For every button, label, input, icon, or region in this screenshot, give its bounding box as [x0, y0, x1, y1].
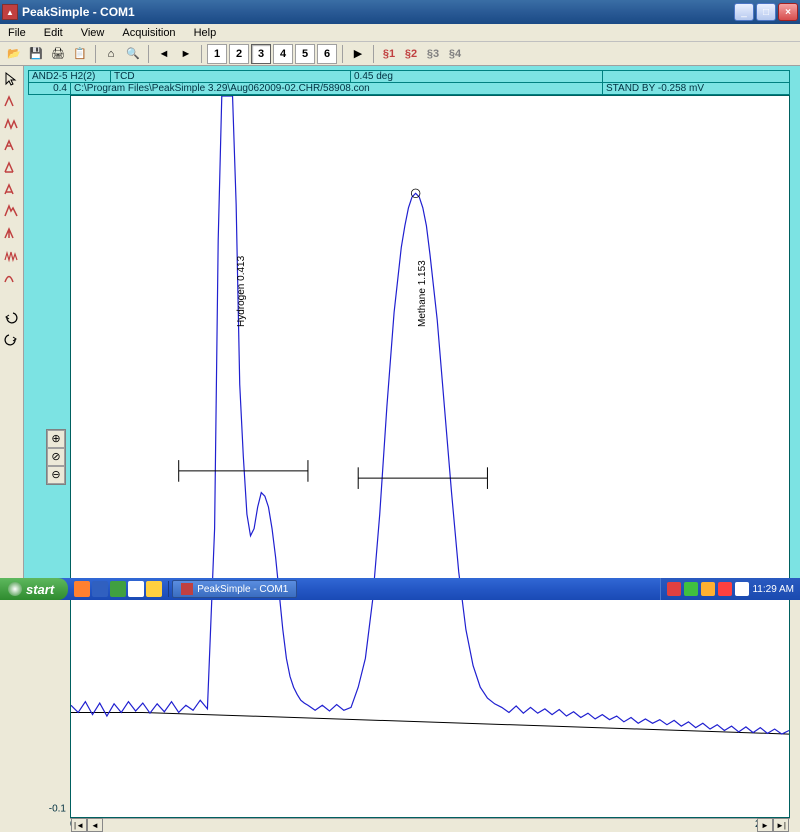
main-area: AND2-5 H2(2) TCD 0.45 deg 0.4 C:\Program…	[0, 66, 800, 578]
task-app-icon	[181, 583, 193, 595]
channel-6-button[interactable]: 6	[317, 44, 337, 64]
toolbar-separator	[201, 45, 202, 63]
ql-icon-2[interactable]	[92, 581, 108, 597]
channel-2-button[interactable]: 2	[229, 44, 249, 64]
window-buttons: _ □ ×	[734, 3, 798, 21]
minimize-button[interactable]: _	[734, 3, 754, 21]
ql-icon-5[interactable]	[146, 581, 162, 597]
path-label: C:\Program Files\PeakSimple 3.29\Aug0620…	[70, 82, 602, 95]
peak-tool-2-icon[interactable]	[0, 112, 22, 134]
zoom-icon[interactable]: 🔍	[123, 44, 143, 64]
clock-label: 11:29 AM	[752, 584, 794, 595]
zoom-reset-icon[interactable]: ⊘	[47, 448, 65, 466]
toolbar-separator	[148, 45, 149, 63]
undo-icon[interactable]	[0, 306, 22, 328]
windows-logo-icon	[8, 582, 22, 596]
maximize-button[interactable]: □	[756, 3, 776, 21]
toolbar-separator	[373, 45, 374, 63]
app-icon: ▲	[2, 4, 18, 20]
peak-tool-7-icon[interactable]	[0, 222, 22, 244]
menu-file[interactable]: File	[4, 26, 30, 40]
cursor-tool-icon[interactable]	[0, 68, 22, 90]
close-button[interactable]: ×	[778, 3, 798, 21]
channel-3-button[interactable]: 3	[251, 44, 271, 64]
scroll-right-icon[interactable]: ►	[757, 818, 773, 832]
zoom-out-icon[interactable]: ⊖	[47, 466, 65, 484]
tray-icon-4[interactable]	[718, 582, 732, 596]
open-icon[interactable]: 📂	[4, 44, 24, 64]
y-axis: -0.1 ⊕ ⊘ ⊖	[28, 95, 70, 818]
peak-label-methane: Methane 1.153	[417, 260, 428, 327]
peak-label-hydrogen: Hydrogen 0.413	[236, 256, 247, 327]
quick-launch	[68, 581, 169, 597]
toolbar: 📂 💾 🖨 📋 ⌂ 🔍 ◄ ► 1 2 3 4 5 6 ▶ §1 §2 §3 §…	[0, 42, 800, 66]
scroll-left-icon[interactable]: ◄	[87, 818, 103, 832]
toolbar-separator	[342, 45, 343, 63]
window-titlebar: ▲ PeakSimple - COM1 _ □ ×	[0, 0, 800, 24]
menu-edit[interactable]: Edit	[40, 26, 67, 40]
side-toolbar	[0, 66, 24, 578]
x-scrollbar[interactable]: |◄ ◄ ► ►|	[70, 818, 790, 819]
zoom-in-icon[interactable]: ⊕	[47, 430, 65, 448]
status-label: STAND BY -0.258 mV	[602, 82, 790, 95]
task-app-label: PeakSimple - COM1	[197, 584, 288, 595]
scroll-left-start-icon[interactable]: |◄	[71, 818, 87, 832]
ymax-cell: 0.4	[28, 82, 70, 95]
ql-icon-4[interactable]	[128, 581, 144, 597]
info-row-2: 0.4 C:\Program Files\PeakSimple 3.29\Aug…	[28, 82, 790, 95]
prev-icon[interactable]: ◄	[154, 44, 174, 64]
print-icon[interactable]: 🖨	[48, 44, 68, 64]
start-button[interactable]: start	[0, 578, 68, 600]
tray-icon-3[interactable]	[701, 582, 715, 596]
ql-icon-1[interactable]	[74, 581, 90, 597]
channel-4-button[interactable]: 4	[273, 44, 293, 64]
tray-icon-2[interactable]	[684, 582, 698, 596]
overlay-1-button[interactable]: §1	[379, 44, 399, 64]
peak-tool-4-icon[interactable]	[0, 156, 22, 178]
taskbar: start PeakSimple - COM1 11:29 AM	[0, 578, 800, 600]
ql-icon-3[interactable]	[110, 581, 126, 597]
ymin-label: -0.1	[49, 804, 66, 815]
taskbar-app-button[interactable]: PeakSimple - COM1	[172, 580, 297, 598]
zoom-controls: ⊕ ⊘ ⊖	[46, 429, 66, 485]
chart-panel: AND2-5 H2(2) TCD 0.45 deg 0.4 C:\Program…	[24, 66, 800, 578]
overlay-2-button[interactable]: §2	[401, 44, 421, 64]
plot-area[interactable]: Hydrogen 0.413 Methane 1.153	[70, 95, 790, 818]
home-icon[interactable]: ⌂	[101, 44, 121, 64]
channel-5-button[interactable]: 5	[295, 44, 315, 64]
next-icon[interactable]: ►	[176, 44, 196, 64]
start-label: start	[26, 582, 54, 597]
toolbar-separator	[95, 45, 96, 63]
peak-tool-6-icon[interactable]	[0, 200, 22, 222]
menu-view[interactable]: View	[77, 26, 109, 40]
tray-icon-1[interactable]	[667, 582, 681, 596]
scroll-right-end-icon[interactable]: ►|	[773, 818, 789, 832]
x-axis-row: |◄ ◄ ► ►|	[28, 818, 790, 819]
chromatogram-chart	[71, 96, 789, 817]
peak-tool-3-icon[interactable]	[0, 134, 22, 156]
peak-tool-9-icon[interactable]	[0, 266, 22, 288]
peak-tool-8-icon[interactable]	[0, 244, 22, 266]
x-axis-labels: 0.000 2.586	[28, 819, 790, 830]
plot-zone: -0.1 ⊕ ⊘ ⊖ Hydrogen 0.413 Methane 1.153	[28, 95, 790, 818]
peak-tool-5-icon[interactable]	[0, 178, 22, 200]
menu-acquisition[interactable]: Acquisition	[118, 26, 179, 40]
copy-icon[interactable]: 📋	[70, 44, 90, 64]
system-tray: 11:29 AM	[660, 578, 800, 600]
tray-icon-5[interactable]	[735, 582, 749, 596]
overlay-4-button[interactable]: §4	[445, 44, 465, 64]
window-title: PeakSimple - COM1	[22, 5, 734, 19]
redo-icon[interactable]	[0, 328, 22, 350]
run-icon[interactable]: ▶	[348, 44, 368, 64]
save-icon[interactable]: 💾	[26, 44, 46, 64]
menu-help[interactable]: Help	[190, 26, 221, 40]
channel-1-button[interactable]: 1	[207, 44, 227, 64]
peak-tool-1-icon[interactable]	[0, 90, 22, 112]
overlay-3-button[interactable]: §3	[423, 44, 443, 64]
menubar: File Edit View Acquisition Help	[0, 24, 800, 42]
